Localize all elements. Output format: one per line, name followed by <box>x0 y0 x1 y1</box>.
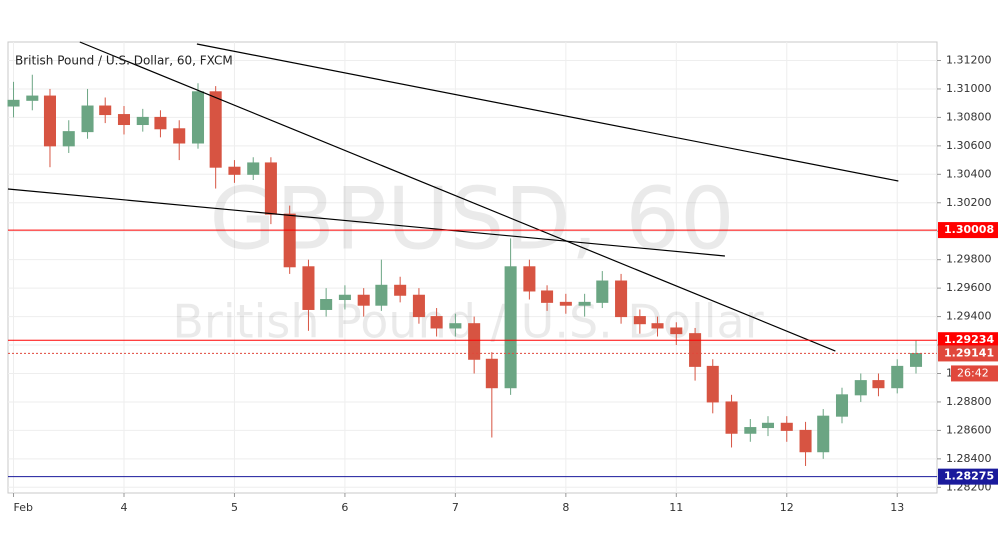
candle-body <box>559 301 572 306</box>
candle-body <box>43 95 56 147</box>
candle-body <box>430 316 443 329</box>
candle-body <box>357 294 370 306</box>
y-tick-label: 1.30200 <box>946 196 992 209</box>
candle-body <box>854 380 867 396</box>
y-tick-label: 1.30800 <box>946 110 992 123</box>
x-tick-label: 13 <box>890 501 904 514</box>
price-level-label: 1.29234 <box>944 333 994 346</box>
price-level-tag <box>938 345 998 362</box>
candle-body <box>744 427 757 434</box>
candle-body <box>412 294 425 318</box>
candle-body <box>891 365 904 389</box>
price-level-label: 1.28275 <box>944 470 994 483</box>
y-tick-label: 1.30400 <box>946 167 992 180</box>
candle-body <box>191 91 205 144</box>
candle-body <box>689 333 702 367</box>
candle-body <box>468 323 481 360</box>
countdown-tag <box>951 365 998 382</box>
candle-body <box>706 365 719 403</box>
candle-body <box>154 116 167 130</box>
candle-body <box>209 91 222 168</box>
watermark-name: British Pound / U.S. Dollar <box>172 295 763 349</box>
y-tick-label: 1.30600 <box>946 139 992 152</box>
watermark-symbol: GBPUSD, 60 <box>209 169 734 269</box>
countdown: 26:42 <box>957 366 989 379</box>
candle-body <box>523 266 536 292</box>
trendline <box>7 188 725 257</box>
price-level-tag <box>938 222 998 239</box>
x-tick-label: 8 <box>562 501 569 514</box>
x-tick-label: 6 <box>341 501 348 514</box>
candle-body <box>81 105 94 133</box>
candle-body <box>7 99 20 107</box>
x-tick-label: 5 <box>231 501 238 514</box>
candle-body <box>302 266 315 310</box>
candle-body <box>578 301 591 306</box>
candle-body <box>264 162 277 215</box>
candle-body <box>228 166 241 175</box>
price-level-tag <box>938 332 998 349</box>
y-tick-label: 1.31200 <box>946 53 992 66</box>
candle-body <box>615 280 628 318</box>
price-level-label: 1.29141 <box>944 346 994 359</box>
candle-body <box>62 131 75 147</box>
candle-body <box>136 116 149 126</box>
candle-body <box>449 323 462 329</box>
candle-body <box>26 95 39 101</box>
candle-body <box>651 323 664 329</box>
candle-body <box>173 128 186 144</box>
x-tick-label: Feb <box>14 501 33 514</box>
y-tick-label: 1.29400 <box>946 310 992 323</box>
price-level-label: 1.30008 <box>944 223 994 236</box>
candle-body <box>799 429 812 453</box>
candle-body <box>909 353 923 367</box>
x-tick-label: 4 <box>120 501 127 514</box>
candle-body <box>320 299 333 310</box>
candle-body <box>817 415 830 453</box>
y-tick-label: 1.29800 <box>946 253 992 266</box>
candle-body <box>283 213 296 268</box>
candle-body <box>633 316 646 325</box>
candle-body <box>872 380 885 389</box>
candle-body <box>117 114 131 126</box>
y-tick-label: 1.29600 <box>946 281 992 294</box>
candle-body <box>99 105 112 116</box>
candle-body <box>394 284 407 296</box>
y-tick-label: 1.31000 <box>946 82 992 95</box>
price-level-tag <box>938 468 998 485</box>
x-tick-label: 7 <box>452 501 459 514</box>
candle-body <box>485 358 498 389</box>
candle-body <box>670 327 683 335</box>
candle-body <box>596 280 609 303</box>
candle-body <box>541 290 554 303</box>
candle-body <box>780 422 793 431</box>
candle-body <box>504 266 517 389</box>
candle-body <box>375 284 388 306</box>
y-tick-label: 1.28800 <box>946 395 992 408</box>
trendline <box>196 43 899 182</box>
candle-body <box>247 162 260 175</box>
y-tick-label: 1.28400 <box>946 452 992 465</box>
x-tick-label: 11 <box>669 501 683 514</box>
chart-title: British Pound / U.S. Dollar, 60, FXCM <box>15 54 233 68</box>
candle-body <box>761 422 775 429</box>
candle-body <box>338 294 351 301</box>
y-tick-label: 1.28600 <box>946 423 992 436</box>
x-tick-label: 12 <box>780 501 794 514</box>
candle-body <box>835 394 849 417</box>
trendline <box>79 41 836 352</box>
candle-body <box>725 401 738 434</box>
